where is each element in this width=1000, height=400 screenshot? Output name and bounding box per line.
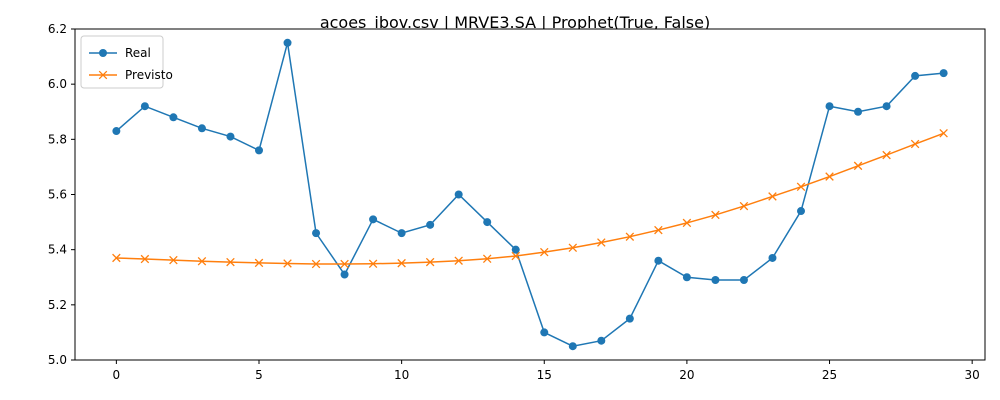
data-point xyxy=(768,253,777,262)
data-point xyxy=(568,243,578,252)
data-point xyxy=(882,102,891,111)
data-point xyxy=(169,113,178,122)
data-point xyxy=(197,124,206,133)
data-point xyxy=(682,218,692,228)
data-point xyxy=(825,102,834,111)
data-point xyxy=(853,161,863,171)
data-point xyxy=(397,258,406,268)
y-tick-label: 5.0 xyxy=(48,353,67,367)
data-point xyxy=(369,215,378,224)
y-tick-label: 5.4 xyxy=(48,243,67,257)
data-point xyxy=(169,255,178,265)
legend-marker xyxy=(99,49,107,57)
legend-label: Real xyxy=(125,46,151,60)
x-tick-label: 10 xyxy=(394,368,409,382)
data-point xyxy=(511,251,520,261)
x-tick-label: 20 xyxy=(679,368,694,382)
x-tick-label: 0 xyxy=(113,368,121,382)
data-point xyxy=(711,210,720,220)
series-real xyxy=(112,38,948,351)
axes: 0 5 10 15 20 25 30 5.0 5.2 5.4 5.6 5.8 6.0 6.2 xyxy=(48,22,980,382)
data-point xyxy=(226,257,235,267)
data-point xyxy=(625,232,635,241)
data-point xyxy=(939,129,948,138)
data-point xyxy=(625,314,634,323)
data-point xyxy=(882,150,891,160)
data-point xyxy=(140,102,149,111)
data-point xyxy=(482,254,492,264)
data-point xyxy=(454,256,463,265)
x-tick-label: 15 xyxy=(537,368,552,382)
data-point xyxy=(597,336,606,345)
data-point xyxy=(854,107,863,116)
data-point xyxy=(654,256,663,265)
data-point xyxy=(254,146,263,155)
data-point xyxy=(483,218,492,227)
y-tick-label: 5.2 xyxy=(48,298,67,312)
series-layer xyxy=(112,38,948,351)
data-point xyxy=(197,256,207,266)
legend-label: Previsto xyxy=(125,68,173,82)
data-point xyxy=(682,273,691,282)
data-point xyxy=(226,132,235,141)
data-point xyxy=(939,69,948,78)
data-point xyxy=(312,229,321,238)
data-point xyxy=(797,207,806,216)
data-point xyxy=(540,247,549,257)
data-point xyxy=(340,259,349,269)
data-point xyxy=(283,38,292,47)
data-point xyxy=(739,201,749,211)
data-point xyxy=(540,328,549,337)
series-line-previsto xyxy=(116,132,944,265)
data-point xyxy=(825,172,834,181)
data-point xyxy=(311,259,321,269)
data-point xyxy=(768,192,777,201)
data-point xyxy=(711,276,720,285)
data-point xyxy=(112,127,121,136)
data-point xyxy=(426,220,435,229)
legend: Real Previsto xyxy=(80,35,173,89)
data-point xyxy=(568,342,577,351)
data-point xyxy=(340,270,349,279)
data-point xyxy=(283,259,292,268)
data-point xyxy=(597,238,606,247)
data-point xyxy=(368,259,378,268)
legend-item-previsto: Previsto xyxy=(89,68,173,82)
data-point xyxy=(140,254,150,264)
data-point xyxy=(254,258,264,268)
y-tick-label: 6.2 xyxy=(48,22,67,36)
data-point xyxy=(910,139,920,149)
x-tick-label: 25 xyxy=(822,368,837,382)
plot-frame xyxy=(74,28,986,361)
plot-area xyxy=(75,29,985,360)
series-previsto xyxy=(112,129,948,269)
data-point xyxy=(454,190,463,199)
data-point xyxy=(911,71,920,80)
legend-item-real: Real xyxy=(89,46,151,60)
y-tick-label: 5.6 xyxy=(48,188,67,202)
data-point xyxy=(796,182,806,192)
data-point xyxy=(654,225,663,235)
data-point xyxy=(511,245,520,254)
x-tick-label: 5 xyxy=(255,368,263,382)
x-tick-label: 30 xyxy=(965,368,980,382)
y-tick-label: 6.0 xyxy=(48,77,67,91)
y-tick-label: 5.8 xyxy=(48,132,67,146)
chart-title: acoes_ibov.csv | MRVE3.SA | Prophet(True… xyxy=(320,13,710,33)
legend-marker xyxy=(98,70,108,80)
data-point xyxy=(739,276,748,285)
data-point xyxy=(397,229,406,238)
series-line-real xyxy=(115,42,944,347)
data-point xyxy=(112,253,121,263)
data-point xyxy=(425,257,435,267)
